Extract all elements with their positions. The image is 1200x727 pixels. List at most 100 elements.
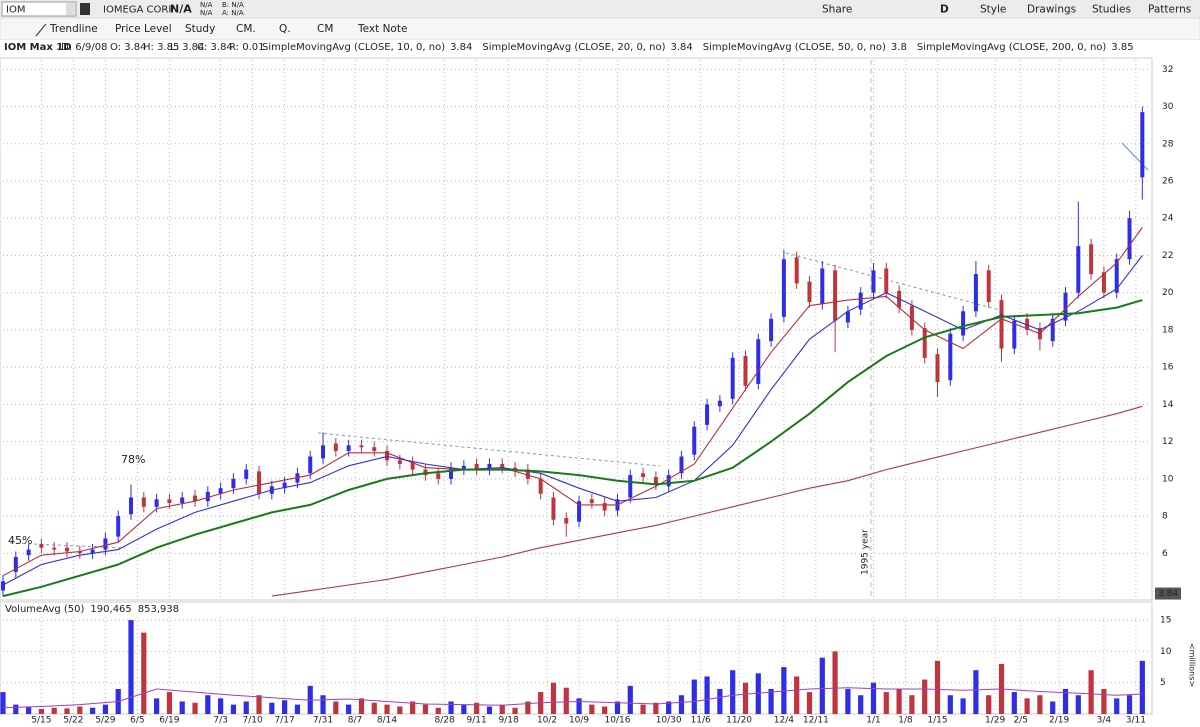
bid: B: N/A [222, 1, 244, 9]
text-note-tool[interactable]: Text Note [357, 23, 407, 35]
link-icon[interactable] [80, 3, 90, 15]
volume-bar [589, 704, 595, 714]
symbol-box[interactable] [1, 1, 77, 17]
volume-bar [717, 688, 723, 714]
drawings-menu[interactable]: Drawings [1027, 4, 1076, 16]
volume-bar [1088, 670, 1094, 714]
y-tick-label: 16 [1162, 363, 1174, 373]
volume-bar [653, 702, 659, 714]
x-tick-label: 7/17 [275, 716, 295, 726]
moving-average-line [2, 227, 1143, 577]
percent-change: N/A [200, 9, 213, 17]
candle-body [999, 300, 1004, 349]
candle-body [13, 557, 18, 572]
studies-menu[interactable]: Studies [1092, 4, 1131, 16]
price-level-tool[interactable]: Price Level [115, 23, 172, 35]
volume-bar [128, 620, 134, 714]
last-price: N/A [170, 3, 192, 16]
volume-bar [947, 695, 953, 714]
candle-body [1012, 320, 1017, 349]
drawing-toolbar [0, 17, 1200, 41]
volume-bar [819, 657, 825, 714]
aggregation-button[interactable]: D [940, 4, 949, 16]
x-tick-label: 11/20 [726, 716, 752, 726]
candle-body [167, 499, 172, 504]
quick-tool[interactable]: Q. [279, 23, 291, 35]
volume-bar [90, 707, 96, 714]
x-tick-label: 6/5 [130, 716, 144, 726]
candle-body [871, 270, 876, 293]
bar-close: C: 3.84 [197, 42, 233, 53]
candle-body [103, 538, 108, 550]
volume-bar [678, 695, 685, 714]
study-tool[interactable]: Study [185, 23, 215, 35]
candle-body [65, 547, 70, 552]
volume-bar [26, 706, 32, 714]
x-tick-label: 10/9 [569, 716, 589, 726]
volume-bar [179, 701, 185, 714]
candle-body [308, 456, 313, 474]
candle-body [717, 400, 722, 407]
candle-body [1025, 318, 1030, 330]
volume-bar [563, 687, 569, 714]
candle-body [180, 497, 185, 504]
x-tick-label: 7/10 [243, 716, 263, 726]
price-marker-label: 3.84 [1158, 589, 1178, 599]
x-tick-label: 1/29 [985, 716, 1005, 726]
volume-bar [922, 679, 928, 714]
volume-bar [730, 670, 736, 714]
x-tick-label: 7/31 [313, 716, 333, 726]
volume-bar [13, 704, 19, 714]
volume-bar [320, 695, 326, 714]
volume-bar [512, 707, 518, 714]
y-tick-label: 10 [1162, 474, 1174, 484]
y-tick-label: 12 [1162, 437, 1173, 447]
x-tick-label: 11/6 [691, 716, 711, 726]
symbol-dropdown[interactable] [66, 3, 75, 15]
volume-bar [973, 670, 979, 714]
x-tick-label: 8/28 [435, 716, 455, 726]
study-legend-value: 3.85 [1111, 42, 1133, 53]
cm-tool[interactable]: CM. [236, 23, 256, 35]
candle-body [935, 354, 940, 383]
candle-body [653, 476, 658, 485]
x-tick-label: 5/22 [63, 716, 83, 726]
x-tick-label: 5/29 [95, 716, 115, 726]
volume-bar [51, 707, 57, 714]
x-tick-label: 12/11 [803, 716, 829, 726]
volume-bar [691, 679, 697, 714]
y-tick-label: 8 [1162, 512, 1168, 522]
candle-body [948, 333, 953, 381]
volume-bar [909, 695, 915, 714]
volume-bar [742, 682, 749, 714]
candle-body [666, 475, 671, 487]
trendline-icon [35, 23, 47, 37]
x-tick-label: 5/15 [31, 716, 51, 726]
candle-body [589, 499, 594, 504]
x-tick-label: 1/1 [866, 716, 880, 726]
x-tick-label: 3/11 [1126, 716, 1146, 726]
style-menu[interactable]: Style [980, 4, 1006, 16]
cm2-tool[interactable]: CM [317, 23, 333, 35]
symbol: IOM [6, 5, 25, 16]
patterns-menu[interactable]: Patterns [1148, 4, 1191, 16]
moving-average-line [2, 255, 1143, 586]
candle-body [257, 471, 262, 494]
candle-body [39, 544, 44, 548]
candle-body [385, 450, 390, 461]
legend-row [0, 40, 1200, 56]
trendline-tool[interactable]: Trendline [49, 23, 98, 35]
volume-bar [294, 704, 301, 714]
volume-bar [1139, 660, 1145, 714]
study-label: IOM Max 1D [4, 42, 72, 53]
bar-high: H: 3.85 [143, 42, 179, 53]
candle-body [564, 517, 569, 524]
x-tick-label: 1/15 [927, 716, 947, 726]
share-button[interactable]: Share [822, 4, 852, 16]
volume-bar [1024, 698, 1030, 714]
volume-legend: VolumeAvg (50) [5, 604, 85, 615]
y-tick-label: 24 [1162, 214, 1174, 224]
volume-bar [525, 701, 531, 714]
volume-bar [883, 692, 889, 714]
volume-bar [704, 676, 710, 714]
